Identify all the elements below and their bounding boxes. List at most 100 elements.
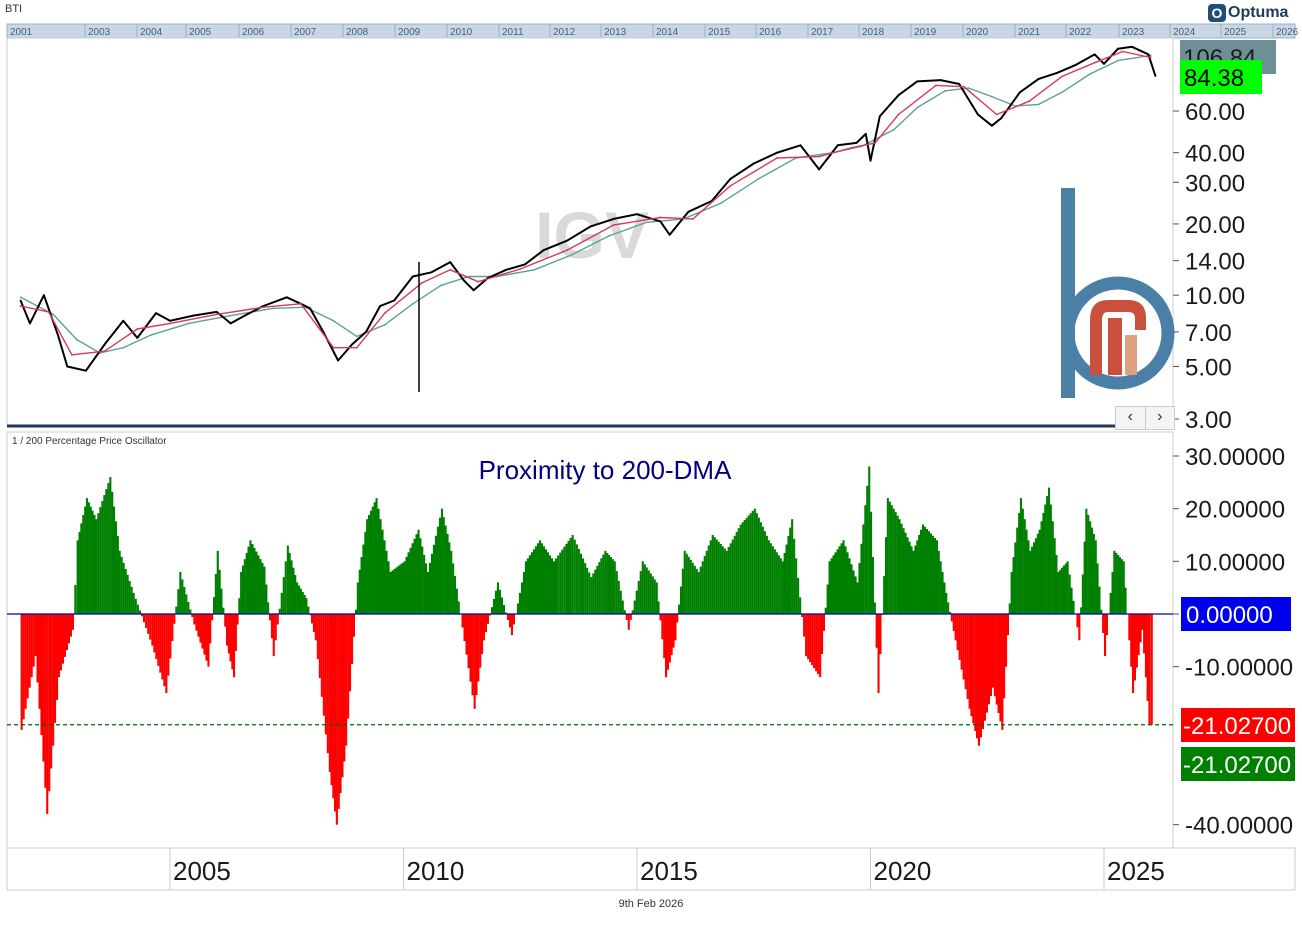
osc-bar-positive bbox=[619, 590, 622, 614]
series-point-ma-long bbox=[1149, 54, 1152, 57]
osc-bar-positive bbox=[74, 585, 77, 614]
osc-bar-positive bbox=[307, 606, 310, 614]
osc-bar-positive bbox=[864, 505, 867, 614]
series-point-ma-long bbox=[19, 296, 22, 299]
osc-bar-negative bbox=[821, 614, 824, 654]
osc-bar-positive bbox=[711, 535, 714, 614]
osc-bar-negative bbox=[54, 614, 57, 723]
osc-bar-positive bbox=[681, 568, 684, 614]
osc-bar-positive bbox=[401, 562, 404, 614]
osc-bar-negative bbox=[479, 614, 482, 668]
x-axis-label: 2010 bbox=[407, 856, 465, 886]
osc-bar-negative bbox=[147, 614, 150, 634]
osc-bar-positive bbox=[122, 562, 125, 614]
scroll-right-button[interactable]: › bbox=[1144, 407, 1175, 429]
osc-bar-positive bbox=[834, 552, 837, 614]
osc-bar-negative bbox=[326, 614, 329, 754]
osc-bar-negative bbox=[44, 614, 47, 788]
last-badge bbox=[1180, 60, 1262, 94]
osc-bar-positive bbox=[520, 582, 523, 614]
osc-bar-positive bbox=[637, 580, 640, 614]
series-point-price bbox=[729, 177, 732, 180]
osc-bar-positive bbox=[828, 561, 831, 614]
osc-bar-positive bbox=[415, 534, 418, 614]
osc-bar-negative bbox=[1128, 614, 1131, 641]
series-point-ma-short bbox=[692, 218, 694, 220]
osc-bar-negative bbox=[341, 614, 344, 778]
osc-bar-negative bbox=[966, 614, 969, 699]
osc-bar-positive bbox=[403, 561, 406, 614]
series-point-price bbox=[430, 271, 433, 274]
osc-bar-negative bbox=[276, 614, 279, 625]
osc-bar-positive bbox=[280, 592, 283, 614]
osc-bar-positive bbox=[870, 511, 873, 614]
osc-bar-positive bbox=[565, 543, 568, 614]
oscillator-annotation: Proximity to 200-DMA bbox=[479, 455, 732, 485]
osc-bar-positive bbox=[594, 569, 597, 614]
osc-bar-positive bbox=[500, 597, 503, 614]
series-point-ma-long bbox=[916, 106, 919, 109]
osc-bar-positive bbox=[842, 540, 845, 614]
osc-bar-positive bbox=[524, 561, 527, 614]
osc-bar-positive bbox=[856, 582, 859, 614]
osc-bar-negative bbox=[512, 614, 515, 625]
osc-bar-negative bbox=[71, 614, 74, 630]
osc-bar-negative bbox=[226, 614, 229, 646]
osc-bar-negative bbox=[970, 614, 973, 717]
osc-bar-positive bbox=[126, 574, 129, 614]
osc-bar-positive bbox=[369, 510, 372, 614]
osc-bar-negative bbox=[1005, 614, 1008, 667]
osc-bar-positive bbox=[793, 538, 796, 614]
osc-bar-positive bbox=[1081, 574, 1084, 614]
osc-bar-positive bbox=[189, 609, 192, 614]
overview-year-label: 2011 bbox=[502, 27, 524, 38]
series-point-price bbox=[878, 115, 881, 118]
osc-bar-negative bbox=[209, 614, 212, 644]
osc-bar-positive bbox=[929, 533, 932, 614]
osc-bar-negative bbox=[506, 614, 509, 620]
osc-bar-positive bbox=[854, 576, 857, 614]
optuma-logo: O Optuma bbox=[1208, 2, 1296, 26]
osc-bar-positive bbox=[109, 477, 112, 614]
series-point-price bbox=[542, 249, 545, 252]
series-point-ma-short bbox=[874, 141, 877, 144]
series-point-price bbox=[155, 312, 157, 315]
osc-bar-positive bbox=[407, 552, 410, 614]
osc-bar-negative bbox=[67, 614, 70, 644]
osc-bar-negative bbox=[1001, 614, 1004, 730]
series-point-price bbox=[612, 218, 615, 220]
osc-bar-positive bbox=[657, 601, 660, 614]
osc-bar-positive bbox=[354, 609, 357, 614]
series-point-price bbox=[379, 305, 382, 307]
osc-bar-positive bbox=[888, 501, 891, 614]
osc-bar-positive bbox=[263, 566, 266, 614]
osc-bar-positive bbox=[697, 571, 700, 614]
osc-axis-label: -40.00000 bbox=[1185, 813, 1293, 840]
scroll-left-button[interactable]: ‹ bbox=[1127, 408, 1133, 425]
osc-bar-positive bbox=[1115, 552, 1118, 614]
osc-bar-positive bbox=[1090, 527, 1093, 614]
osc-bar-positive bbox=[284, 561, 287, 614]
series-point-price bbox=[818, 168, 821, 171]
series-point-ma-short bbox=[1149, 56, 1152, 59]
overview-year-label: 2009 bbox=[398, 27, 421, 38]
osc-bar-positive bbox=[563, 546, 566, 614]
series-point-ma-long bbox=[150, 333, 153, 336]
osc-bar-positive bbox=[896, 515, 899, 614]
osc-bar-negative bbox=[1137, 614, 1140, 656]
osc-bar-positive bbox=[1014, 542, 1017, 614]
osc-bar-positive bbox=[78, 531, 81, 614]
osc-bar-positive bbox=[383, 540, 386, 614]
osc-bar-negative bbox=[316, 614, 319, 660]
osc-bar-positive bbox=[187, 602, 190, 614]
osc-bar-positive bbox=[113, 506, 116, 614]
osc-bar-negative bbox=[233, 614, 236, 678]
osc-bar-positive bbox=[1122, 561, 1125, 614]
series-point-ma-short bbox=[776, 157, 778, 159]
osc-bar-negative bbox=[668, 614, 671, 663]
osc-bar-negative bbox=[311, 614, 314, 624]
osc-bar-positive bbox=[247, 546, 250, 614]
osc-bar-positive bbox=[385, 550, 388, 614]
osc-bar-positive bbox=[941, 571, 944, 614]
osc-bar-positive bbox=[286, 545, 289, 614]
